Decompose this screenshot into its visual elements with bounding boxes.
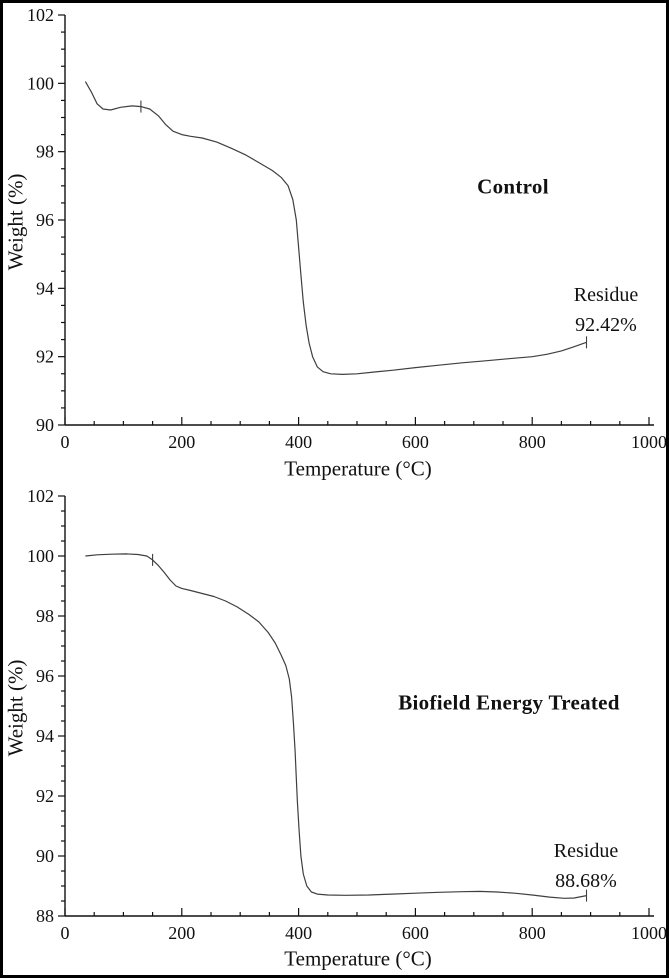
- y-tick-label: 96: [36, 666, 54, 686]
- residue-value-top: 92.42%: [575, 314, 637, 336]
- y-tick-label: 92: [36, 347, 54, 367]
- x-tick-label: 600: [402, 923, 429, 943]
- y-tick-label: 94: [36, 278, 54, 298]
- residue-value-bottom: 88.68%: [555, 870, 617, 892]
- y-tick-label: 88: [36, 906, 54, 926]
- control-label: Control: [477, 174, 549, 199]
- x-tick-label: 400: [285, 432, 312, 452]
- y-tick-label: 94: [36, 726, 54, 746]
- y-tick-label: 90: [36, 415, 54, 435]
- tga-curve: [85, 553, 587, 899]
- y-axis-title-bottom: Weight (%): [3, 659, 28, 757]
- residue-annotation-top: Residue 92.42%: [574, 280, 638, 340]
- x-axis-title-bottom: Temperature (°C): [284, 946, 432, 971]
- x-tick-label: 200: [168, 432, 195, 452]
- y-tick-label: 98: [36, 142, 54, 162]
- y-tick-label: 98: [36, 606, 54, 626]
- x-tick-label: 1000: [631, 432, 666, 452]
- residue-annotation-bottom: Residue 88.68%: [554, 836, 618, 896]
- x-tick-label: 0: [61, 432, 70, 452]
- x-tick-label: 400: [285, 923, 312, 943]
- tga-charts-svg: 0 200 400 600 800 1000 90 92 94 96 98 100 102 0 200 400…: [27, 5, 666, 943]
- x-tick-label: 200: [168, 923, 195, 943]
- x-tick-label: 800: [519, 923, 546, 943]
- x-tick-label: 0: [61, 923, 70, 943]
- residue-label-bottom: Residue: [553, 840, 619, 862]
- y-tick-label: 90: [36, 846, 54, 866]
- x-tick-label: 1000: [631, 923, 666, 943]
- y-tick-label: 92: [36, 786, 54, 806]
- x-tick-label: 600: [402, 432, 429, 452]
- tga-curve: [84, 81, 587, 375]
- y-tick-label: 100: [27, 73, 54, 93]
- biofield-treated-label: Biofield Energy Treated: [398, 690, 620, 715]
- x-axis-title-top: Temperature (°C): [284, 456, 432, 481]
- y-tick-label: 100: [27, 546, 54, 566]
- y-tick-label: 102: [27, 486, 54, 506]
- residue-label-top: Residue: [573, 284, 639, 306]
- x-tick-label: 800: [519, 432, 546, 452]
- y-tick-label: 96: [36, 210, 54, 230]
- y-tick-label: 102: [27, 5, 54, 25]
- y-axis-title-top: Weight (%): [3, 173, 28, 271]
